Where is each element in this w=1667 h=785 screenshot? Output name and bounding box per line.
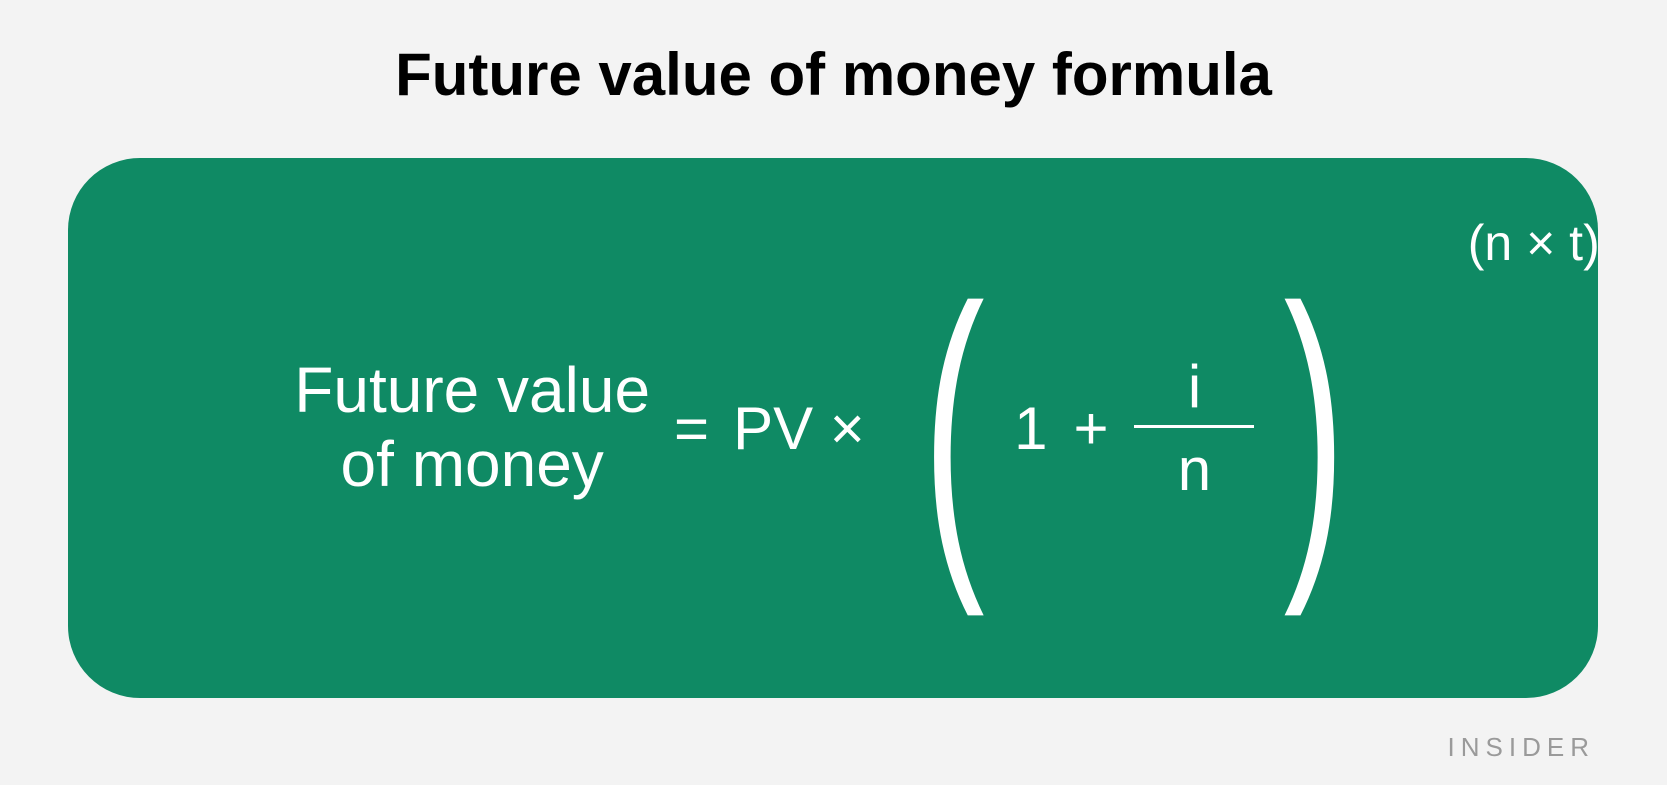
formula-container: Future value of money = PV × ( 1 + i n ) [68,158,1598,698]
formula-numerator: i [1182,357,1207,425]
page-title: Future value of money formula [0,40,1667,109]
formula-pv-times: PV × [733,394,865,463]
paren-left: ( [922,258,984,598]
formula-one: 1 [1014,394,1047,463]
formula-paren-group: ( 1 + i n ) (n × t) [897,258,1372,598]
source-attribution: INSIDER [1448,732,1595,763]
formula-plus: + [1073,394,1108,463]
paren-right: ) [1284,258,1346,598]
formula-lhs: Future value of money [294,354,650,501]
formula-denominator: n [1172,428,1217,500]
formula-lhs-line1: Future value [294,354,650,428]
formula-exponent: (n × t) [1468,214,1600,272]
infographic-canvas: Future value of money formula Future val… [0,0,1667,785]
formula-equals: = [674,394,709,463]
formula-inner: 1 + i n [980,357,1288,500]
formula-lhs-line2: of money [294,428,650,502]
formula-card: Future value of money = PV × ( 1 + i n ) [68,158,1598,698]
formula-fraction: i n [1134,357,1254,500]
